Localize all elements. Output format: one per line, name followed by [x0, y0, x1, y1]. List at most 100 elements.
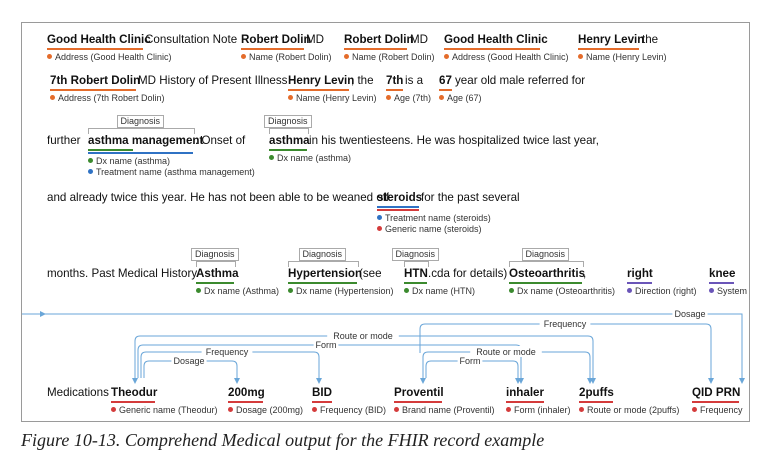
entity-label-text: Direction (right): [635, 286, 697, 296]
arrow-head-icon: [587, 378, 593, 384]
entity-underline: [377, 209, 419, 211]
entity-label: Address (Good Health Clinic): [47, 52, 172, 63]
diagnosis-tag: Diagnosis: [298, 248, 347, 261]
entity-word[interactable]: right: [627, 267, 653, 280]
entity-word[interactable]: Robert Dolin: [344, 33, 414, 46]
plain-text: MD: [410, 33, 429, 46]
arrow-head-icon: [234, 378, 240, 384]
entity-label: Age (67): [439, 93, 482, 104]
plain-text: year old male referred for: [455, 74, 586, 87]
entity-underline: [386, 89, 403, 91]
entity-label-text: Dosage (200mg): [236, 405, 304, 415]
category-dot-icon: [404, 288, 409, 293]
entity-word[interactable]: QID PRN: [692, 386, 741, 399]
entity-label: Name (Robert Dolin): [241, 52, 332, 63]
entity-word[interactable]: Good Health Clinic: [47, 33, 151, 46]
entity-word[interactable]: Proventil: [394, 386, 444, 399]
entity-underline: [269, 149, 307, 151]
entity-label-text: Generic name (Theodur): [119, 405, 218, 415]
category-dot-icon: [196, 288, 201, 293]
entity-word[interactable]: 67: [439, 74, 452, 87]
entity-word[interactable]: Henry Levin: [578, 33, 645, 46]
entity-label: Generic name (Theodur): [111, 405, 218, 416]
entity-word[interactable]: inhaler: [506, 386, 545, 399]
relation-label-bg: [672, 308, 708, 319]
relation-label-bg: [327, 330, 399, 341]
category-dot-icon: [111, 407, 116, 412]
entity-label-text: Route or mode (2puffs): [587, 405, 680, 415]
entity-word[interactable]: Osteoarthritis: [509, 267, 586, 280]
entity-label: Treatment name (asthma management): [88, 167, 255, 178]
entity-label: Dx name (asthma): [88, 156, 170, 167]
entity-underline: [228, 401, 263, 403]
entity-label-text: Dx name (Osteoarthritis): [517, 286, 616, 296]
entity-underline: [47, 48, 143, 50]
relation-label: Route or mode: [476, 347, 536, 357]
entity-word[interactable]: Good Health Clinic: [444, 33, 548, 46]
diagnosis-tag: Diagnosis: [521, 248, 570, 261]
entity-word[interactable]: Henry Levin: [288, 74, 355, 87]
entity-underline: [196, 282, 234, 284]
plain-text: further: [47, 134, 81, 147]
plain-text: the: [642, 33, 659, 46]
entity-word[interactable]: 200mg: [228, 386, 265, 399]
entity-word[interactable]: 7th: [386, 74, 404, 87]
entity-word[interactable]: Robert Dolin: [241, 33, 311, 46]
entity-underline: [692, 401, 739, 403]
entity-label: Address (Good Health Clinic): [444, 52, 569, 63]
plain-text: for the past several: [421, 191, 520, 204]
entity-label: System: [709, 286, 747, 297]
entity-label-text: Address (7th Robert Dolin): [58, 93, 165, 103]
relation-label: Dosage: [674, 309, 705, 319]
entity-underline: [579, 401, 613, 403]
entity-label-text: Dx name (asthma): [96, 156, 171, 166]
entity-word[interactable]: knee: [709, 267, 736, 280]
category-dot-icon: [344, 54, 349, 59]
entity-label: Dx name (HTN): [404, 286, 475, 297]
relation-label: Frequency: [544, 319, 587, 329]
relation-label: Route or mode: [333, 331, 393, 341]
entity-word[interactable]: BID: [312, 386, 332, 399]
entity-underline: [578, 48, 639, 50]
plain-text: is a: [405, 74, 424, 87]
entity-word[interactable]: 7th Robert Dolin: [50, 74, 141, 87]
relation-label: Form: [316, 340, 337, 350]
plain-text: MD History of Present Illness: [138, 74, 288, 87]
entity-label-text: Name (Robert Dolin): [249, 52, 332, 62]
diagnosis-bracket: [509, 261, 584, 267]
entity-word[interactable]: steroids: [377, 191, 423, 204]
entity-word[interactable]: 2puffs: [579, 386, 614, 399]
entity-label: Frequency: [692, 405, 743, 416]
arrow-head-icon: [708, 378, 714, 384]
category-dot-icon: [269, 155, 274, 160]
entity-underline: [88, 152, 193, 154]
entity-word[interactable]: asthma management: [88, 134, 204, 147]
entity-word[interactable]: Theodur: [111, 386, 158, 399]
entity-label-text: Dx name (HTN): [412, 286, 476, 296]
entity-label-text: Dx name (Hypertension): [296, 286, 394, 296]
relation-label: Form: [460, 356, 481, 366]
category-dot-icon: [692, 407, 697, 412]
entity-label-text: Frequency (BID): [320, 405, 387, 415]
category-dot-icon: [578, 54, 583, 59]
figure-caption: Figure 10-13. Comprehend Medical output …: [21, 430, 545, 450]
entity-label-text: Name (Robert Dolin): [352, 52, 435, 62]
category-dot-icon: [394, 407, 399, 412]
diagnosis-tag: Diagnosis: [391, 248, 440, 261]
entity-word[interactable]: Hypertension: [288, 267, 363, 280]
plain-text: ,: [583, 267, 587, 280]
entity-label-text: Age (67): [447, 93, 482, 103]
plain-text: .cda for details): [428, 267, 508, 280]
entity-label: Form (inhaler): [506, 405, 571, 416]
category-dot-icon: [47, 54, 52, 59]
relation-label-bg: [457, 355, 483, 366]
relation-label-bg: [539, 318, 591, 329]
entity-word[interactable]: asthma: [269, 134, 310, 147]
entity-word[interactable]: HTN: [404, 267, 428, 280]
category-dot-icon: [312, 407, 317, 412]
entity-label-text: Address (Good Health Clinic): [452, 52, 569, 62]
entity-underline: [444, 48, 540, 50]
relation-label-bg: [201, 346, 253, 357]
entity-word[interactable]: Asthma: [196, 267, 239, 280]
